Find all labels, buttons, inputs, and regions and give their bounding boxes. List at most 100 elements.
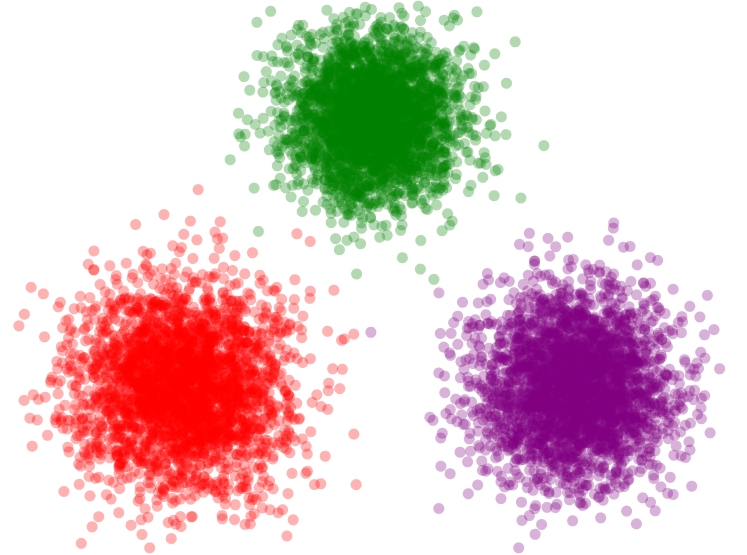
- scatter-point: [263, 399, 275, 411]
- scatter-point: [148, 322, 160, 334]
- scatter-point: [185, 434, 197, 446]
- scatter-point: [226, 319, 238, 330]
- scatter-point: [205, 363, 217, 375]
- scatter-point: [94, 386, 106, 398]
- scatter-point: [284, 324, 296, 336]
- scatter-point: [125, 306, 137, 318]
- scatter-point: [94, 279, 106, 290]
- scatter-point: [45, 376, 57, 388]
- scatter-point: [172, 314, 184, 326]
- scatter-point: [155, 362, 166, 374]
- scatter-point: [138, 435, 150, 447]
- scatter-point: [132, 410, 144, 422]
- scatter-point: [217, 396, 229, 408]
- scatter-point: [152, 373, 164, 385]
- scatter-point: [220, 298, 232, 310]
- scatter-point: [160, 355, 172, 367]
- scatter-point: [191, 410, 203, 422]
- scatter-point: [172, 453, 184, 465]
- scatter-point: [114, 387, 126, 399]
- scatter-point: [70, 413, 82, 425]
- scatter-point: [495, 111, 507, 123]
- scatter-point: [142, 311, 154, 323]
- scatter-point: [359, 1, 371, 13]
- scatter-point: [150, 296, 162, 308]
- scatter-point: [244, 416, 256, 428]
- scatter-point: [187, 319, 199, 331]
- scatter-point: [142, 511, 154, 523]
- scatter-point: [254, 338, 266, 350]
- scatter-point: [109, 360, 121, 372]
- scatter-point: [195, 374, 207, 386]
- scatter-point: [112, 445, 124, 457]
- scatter-point: [161, 431, 173, 443]
- scatter-point: [164, 379, 176, 391]
- scatter-point: [247, 403, 259, 414]
- scatter-point: [237, 340, 249, 352]
- scatter-point: [155, 409, 166, 421]
- scatter-point: [150, 397, 162, 409]
- scatter-point: [143, 412, 155, 424]
- scatter-point: [90, 363, 101, 375]
- scatter-point: [64, 354, 76, 366]
- scatter-point: [133, 340, 145, 352]
- scatter-point: [83, 471, 95, 482]
- scatter-point: [230, 461, 242, 473]
- scatter-point: [126, 355, 138, 366]
- scatter-point: [209, 413, 221, 425]
- scatter-point: [176, 447, 188, 458]
- scatter-point: [194, 322, 206, 334]
- scatter-point: [127, 336, 139, 348]
- scatter-point: [165, 350, 177, 362]
- scatter-point: [203, 296, 215, 307]
- scatter-point: [323, 377, 335, 389]
- scatter-point: [32, 393, 44, 405]
- scatter-point: [196, 325, 208, 337]
- scatter-point: [135, 394, 147, 406]
- scatter-point: [272, 401, 284, 413]
- scatter-point: [221, 407, 233, 419]
- scatter-point: [187, 340, 199, 352]
- scatter-point: [171, 372, 183, 384]
- scatter-point: [242, 420, 254, 432]
- scatter-point: [111, 450, 123, 462]
- scatter-point: [150, 330, 162, 342]
- scatter-point: [211, 424, 223, 436]
- scatter-point: [183, 369, 195, 381]
- scatter-point: [100, 371, 112, 383]
- scatter-point: [196, 397, 208, 409]
- scatter-point: [247, 364, 259, 375]
- scatter-point: [175, 389, 186, 401]
- scatter-point: [116, 412, 128, 424]
- scatter-point: [185, 334, 197, 346]
- scatter-point: [268, 284, 279, 296]
- scatter-point: [160, 311, 172, 323]
- scatter-point: [198, 394, 210, 406]
- scatter-point: [132, 377, 144, 389]
- scatter-point: [231, 338, 243, 350]
- scatter-point: [139, 374, 151, 386]
- scatter-point: [147, 382, 159, 394]
- scatter-point: [275, 326, 287, 338]
- scatter-point: [283, 406, 295, 418]
- scatter-point: [235, 445, 247, 457]
- scatter-point: [204, 418, 216, 430]
- scatter-point: [108, 361, 119, 373]
- scatter-point: [186, 462, 198, 474]
- scatter-point: [106, 411, 118, 423]
- scatter-point: [256, 502, 268, 514]
- scatter-point: [216, 366, 228, 378]
- scatter-point: [450, 169, 462, 180]
- scatter-point: [199, 355, 211, 367]
- scatter-point: [231, 434, 243, 446]
- scatter-point: [248, 366, 260, 377]
- scatter-point: [39, 391, 51, 403]
- scatter-point: [131, 364, 143, 376]
- scatter-point: [184, 371, 195, 383]
- scatter-point: [210, 433, 221, 445]
- scatter-point: [119, 325, 131, 337]
- scatter-point: [246, 368, 258, 380]
- scatter-point: [270, 358, 282, 370]
- scatter-point: [196, 317, 208, 329]
- scatter-point: [134, 304, 145, 316]
